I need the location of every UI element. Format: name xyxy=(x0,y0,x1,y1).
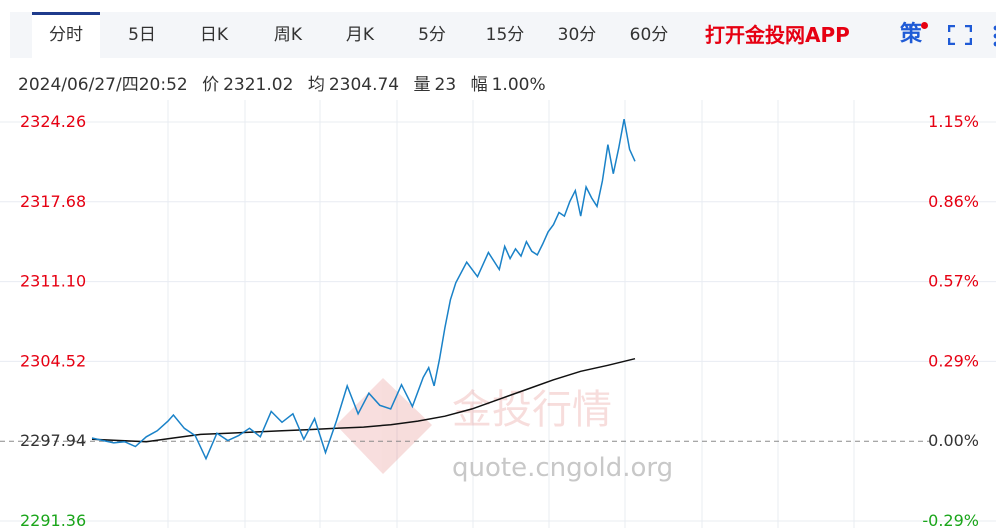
notification-dot xyxy=(921,22,929,29)
strategy-label: 策 xyxy=(900,22,923,47)
tab-intraday[interactable]: 分时 xyxy=(32,12,100,58)
watermark-url: quote.cngold.org xyxy=(452,453,673,483)
y-tick-label-right: 0.86% xyxy=(928,192,979,211)
y-tick-label-right: 0.57% xyxy=(928,272,979,291)
y-tick-label-left: 2304.52 xyxy=(20,351,86,370)
more-icon[interactable] xyxy=(992,24,996,48)
fullscreen-icon[interactable] xyxy=(948,25,972,45)
quote-datetime: 2024/06/27/四20:52 xyxy=(18,75,188,95)
volume-label: 量 xyxy=(413,75,431,95)
tab-5min[interactable]: 5分 xyxy=(418,25,446,45)
y-tick-label-left: 2297.94 xyxy=(20,431,86,450)
price-line xyxy=(91,118,636,461)
y-tick-label-left: 2324.26 xyxy=(20,112,86,131)
tab-daily-k[interactable]: 日K xyxy=(199,25,229,45)
tab-5day[interactable]: 5日 xyxy=(128,25,156,45)
avg-value: 2304.74 xyxy=(328,75,400,95)
avg-label: 均 xyxy=(307,75,325,95)
change-label: 幅 xyxy=(470,75,488,95)
price-value: 2321.02 xyxy=(223,75,294,95)
tab-weekly-k[interactable]: 周K xyxy=(273,25,303,45)
period-tab-bar: 分时 5日 日K 周K 月K 5分 15分 30分 60分 打开金投网APP 策 xyxy=(10,12,996,58)
y-tick-label-right: 0.29% xyxy=(928,351,979,370)
quote-info-bar: 2024/06/27/四20:52 价 2321.02 均 2304.74 量 23 … xyxy=(18,70,555,95)
open-app-link[interactable]: 打开金投网APP xyxy=(705,23,850,47)
y-tick-label-left: 2311.10 xyxy=(20,272,86,291)
tab-60min[interactable]: 60分 xyxy=(629,25,669,45)
strategy-button[interactable]: 策 xyxy=(900,12,929,58)
y-tick-label-left: 2317.68 xyxy=(20,192,86,211)
y-tick-label-left: 2291.36 xyxy=(20,511,86,528)
grid-lines xyxy=(0,100,996,528)
y-tick-label-right: 1.15% xyxy=(928,112,979,131)
y-tick-label-right: -0.29% xyxy=(922,511,979,528)
intraday-chart: 金投行情 quote.cngold.org 2324.26 2317.68 2311… xyxy=(0,100,996,528)
watermark-brand: 金投行情 xyxy=(452,387,612,433)
left-axis-labels: 2324.26 2317.68 2311.10 2304.52 2297.94 2291.… xyxy=(20,112,86,528)
tab-15min[interactable]: 15分 xyxy=(485,25,525,45)
average-price-line xyxy=(91,357,636,443)
y-tick-label-right: 0.00% xyxy=(928,431,979,450)
tab-30min[interactable]: 30分 xyxy=(557,25,597,45)
tab-monthly-k[interactable]: 月K xyxy=(345,25,375,45)
volume-value: 23 xyxy=(434,75,457,95)
price-label: 价 xyxy=(202,75,220,95)
right-axis-labels: 1.15% 0.86% 0.57% 0.29% 0.00% -0.29% xyxy=(922,112,979,528)
change-value: 1.00% xyxy=(491,75,546,95)
